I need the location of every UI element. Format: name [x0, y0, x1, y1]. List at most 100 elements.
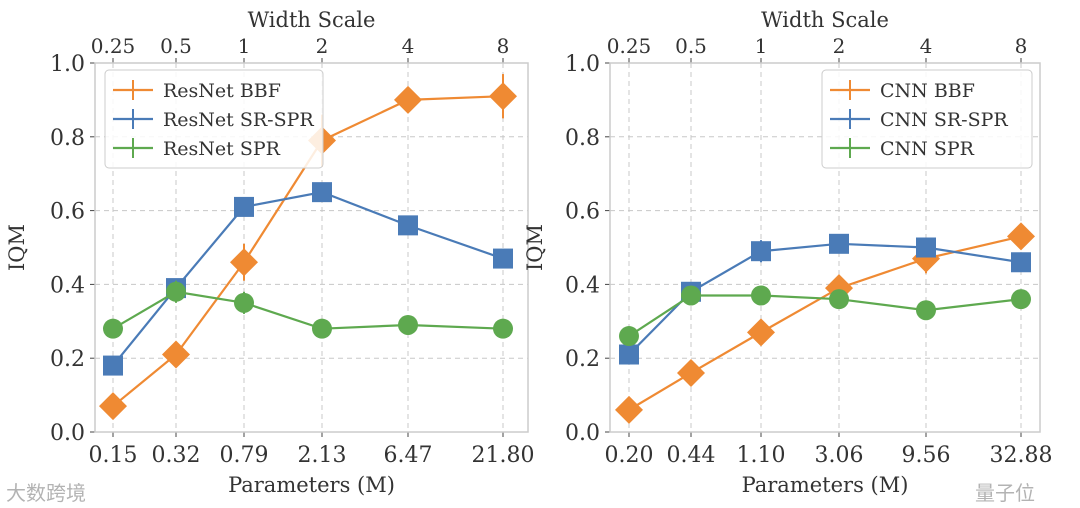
x-tick-label: 0.32	[152, 443, 201, 468]
legend-box	[821, 69, 1033, 169]
data-point	[747, 318, 775, 347]
y-tick-label: 0.8	[565, 126, 600, 151]
y-tick-label: 0.6	[565, 200, 600, 225]
legend-label: CNN SR-SPR	[880, 109, 1008, 131]
y-tick-label: 0.4	[50, 273, 85, 298]
data-point	[230, 248, 258, 277]
y-tick-label: 0.4	[565, 273, 600, 298]
top-x-tick-label: 4	[402, 34, 415, 58]
top-x-tick-label: 2	[316, 34, 329, 58]
x-tick-label: 0.15	[89, 443, 138, 468]
data-point	[751, 285, 771, 306]
top-x-tick-label: 2	[833, 34, 846, 58]
x-tick-label: 3.06	[815, 443, 864, 468]
top-x-tick-label: 1	[755, 34, 768, 58]
y-tick-label: 0.2	[50, 347, 85, 372]
data-point	[916, 300, 936, 321]
legend-box	[104, 69, 324, 169]
top-x-tick-label: 0.25	[91, 34, 136, 58]
series-line	[112, 191, 504, 367]
data-point	[234, 292, 254, 313]
data-point	[681, 285, 701, 306]
x-axis-label: Parameters (M)	[228, 473, 395, 497]
data-point	[916, 237, 936, 258]
data-point	[1011, 252, 1031, 273]
data-point	[489, 82, 517, 111]
y-tick-label: 0.8	[50, 126, 85, 151]
top-x-tick-label: 8	[497, 34, 510, 58]
top-x-tick-label: 0.5	[675, 34, 707, 58]
data-point	[619, 326, 639, 347]
data-point	[166, 281, 186, 302]
series-cnn-spr	[619, 285, 1031, 347]
y-axis-label: IQM	[523, 224, 547, 271]
x-tick-label: 9.56	[902, 443, 951, 468]
data-point	[234, 196, 254, 217]
legend: CNN BBF CNN SR-SPR CNN SPR	[821, 69, 1033, 169]
watermark-right: 量子位	[975, 481, 1035, 505]
legend-label: ResNet SR-SPR	[163, 109, 314, 131]
series-line	[112, 95, 504, 408]
series-cnn-bbf	[615, 222, 1035, 424]
x-axis-label: Parameters (M)	[742, 473, 909, 497]
data-point	[394, 85, 422, 114]
y-tick-label: 0.0	[565, 421, 600, 446]
top-x-tick-label: 8	[1015, 34, 1028, 58]
data-point	[312, 182, 332, 203]
legend: ResNet BBF ResNet SR-SPR ResNet SPR	[104, 69, 324, 169]
x-tick-label: 32.88	[990, 443, 1053, 468]
watermark-left: 大数跨境	[6, 481, 86, 505]
legend-label: ResNet BBF	[163, 80, 281, 102]
x-tick-label: 0.79	[220, 443, 269, 468]
y-tick-label: 1.0	[50, 52, 85, 77]
x-tick-label: 0.44	[667, 443, 716, 468]
data-point	[398, 215, 418, 236]
data-point	[751, 241, 771, 262]
top-x-tick-label: 0.5	[160, 34, 192, 58]
y-tick-label: 0.6	[50, 200, 85, 225]
data-point	[103, 318, 123, 339]
series-resnet-spr	[103, 280, 513, 339]
legend-label: ResNet SPR	[163, 138, 281, 160]
series-line	[112, 290, 504, 330]
data-point	[493, 318, 513, 339]
series-line	[628, 294, 1022, 337]
top-x-tick-label: 4	[920, 34, 933, 58]
x-tick-label: 0.20	[605, 443, 654, 468]
series-line	[628, 235, 1022, 411]
chart-1: 0.0 0.2 0.4 0.6 0.8 1.0 0.15 0.25 0.32 0.5 0.79 1 2.…	[5, 8, 534, 497]
axes-frame	[609, 62, 1041, 433]
axes-frame	[94, 62, 529, 433]
data-point	[1011, 289, 1031, 310]
top-x-axis-label: Width Scale	[761, 8, 889, 32]
x-tick-label: 6.47	[384, 443, 433, 468]
data-point	[493, 248, 513, 269]
series-resnet-sr-spr	[103, 182, 513, 376]
y-tick-label: 0.2	[565, 347, 600, 372]
top-x-axis-label: Width Scale	[248, 8, 376, 32]
data-point	[829, 289, 849, 310]
x-tick-label: 1.10	[737, 443, 786, 468]
y-axis-label: IQM	[5, 224, 29, 271]
legend-label: CNN BBF	[880, 80, 975, 102]
data-point	[398, 314, 418, 335]
y-tick-label: 1.0	[565, 52, 600, 77]
data-point	[1007, 222, 1035, 251]
data-point	[99, 392, 127, 421]
chart-2: 0.0 0.2 0.4 0.6 0.8 1.0 0.20 0.25 0.44 0.5 1.10 1 3.…	[523, 8, 1052, 497]
data-point	[677, 358, 705, 387]
top-x-tick-label: 1	[238, 34, 251, 58]
data-point	[162, 340, 190, 369]
legend-label: CNN SPR	[880, 138, 975, 160]
data-point	[829, 233, 849, 254]
y-tick-label: 0.0	[50, 421, 85, 446]
data-point	[312, 318, 332, 339]
top-x-tick-label: 0.25	[607, 34, 652, 58]
x-tick-label: 21.80	[472, 443, 535, 468]
data-point	[615, 395, 643, 424]
data-point	[103, 355, 123, 376]
data-point	[619, 344, 639, 365]
x-tick-label: 2.13	[298, 443, 347, 468]
